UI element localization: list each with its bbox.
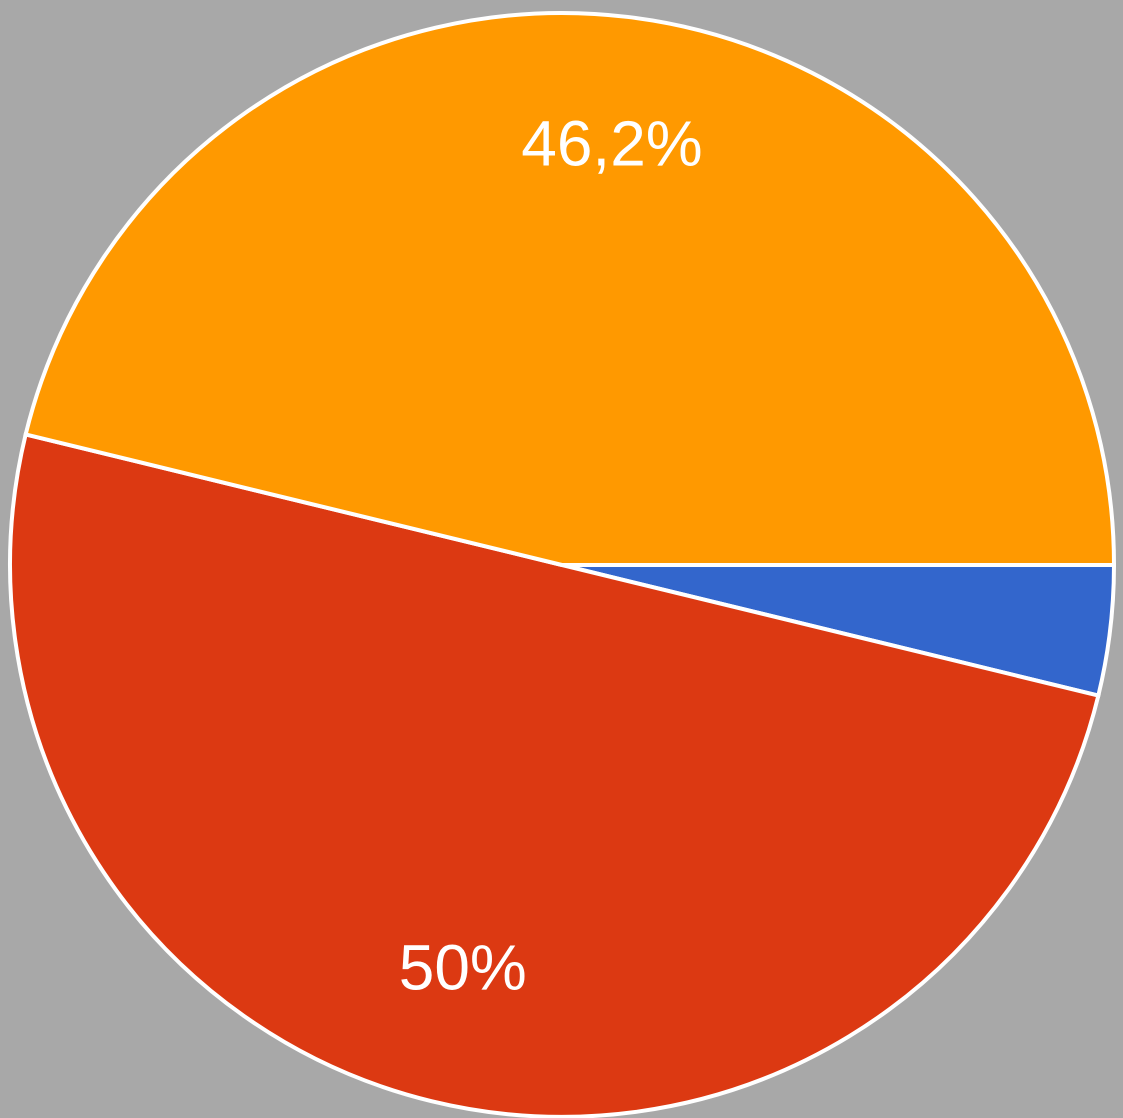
slice-label: 46,2% [521, 107, 702, 179]
pie-slice [23, 11, 1117, 567]
pie-slice [8, 432, 1101, 1118]
slice-label: 50% [399, 932, 527, 1004]
